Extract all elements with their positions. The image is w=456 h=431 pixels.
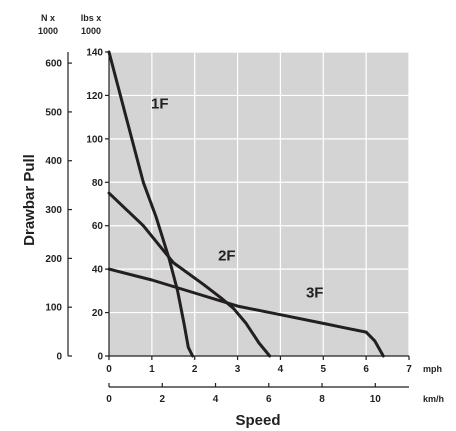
n-tick-label: 400	[45, 156, 62, 167]
lbs-tick-label: 20	[92, 308, 104, 319]
n-tick-label: 100	[45, 303, 62, 314]
mph-tick-label: 3	[235, 364, 241, 375]
mph-unit-label: mph	[423, 364, 442, 374]
n-tick-label: 600	[45, 59, 62, 70]
mph-tick-label: 6	[363, 364, 369, 375]
kmh-tick-label: 8	[319, 394, 325, 405]
mph-tick-label: 2	[192, 364, 198, 375]
lbs-tick-label: 120	[86, 91, 103, 102]
kmh-tick-label: 0	[106, 394, 112, 405]
lbs-tick-label: 40	[92, 265, 104, 276]
n-axis-header-line1: N x	[41, 13, 55, 23]
curves: 1F 2F 3F	[107, 50, 385, 358]
n-tick-label: 300	[45, 205, 62, 216]
mph-tick-label: 5	[321, 364, 327, 375]
kmh-tick-label: 4	[213, 394, 219, 405]
n-tick-label: 500	[45, 107, 62, 118]
lbs-axis-header-line1: lbs x	[81, 13, 102, 23]
mph-tick-label: 0	[106, 364, 112, 375]
lbs-tick-label: 80	[92, 178, 104, 189]
gridlines	[109, 51, 410, 356]
lbs-axis-header-line2: 1000	[81, 26, 101, 36]
kmh-unit-label: km/h	[423, 394, 444, 404]
lbs-tick-label: 0	[97, 352, 103, 363]
kmh-tick-label: 10	[370, 394, 382, 405]
curve-3f	[107, 267, 385, 358]
curve-label-3f: 3F	[306, 284, 324, 301]
n-axis-header-line2: 1000	[38, 26, 58, 36]
lbs-tick-label: 140	[86, 48, 103, 59]
kmh-tick-label: 2	[159, 394, 165, 405]
plot-area	[109, 52, 409, 356]
y-axis-title: Drawbar Pull	[21, 154, 38, 246]
curve-2f	[107, 191, 272, 358]
mph-tick-label: 4	[278, 364, 284, 375]
n-tick-label: 200	[45, 254, 62, 265]
mph-tick-label: 7	[406, 364, 412, 375]
lbs-tick-label: 100	[86, 134, 103, 145]
kmh-tick-label: 6	[266, 394, 272, 405]
lbs-tick-label: 60	[92, 221, 104, 232]
curve-label-2f: 2F	[218, 247, 236, 264]
mph-tick-label: 1	[149, 364, 155, 375]
curve-label-1f: 1F	[151, 95, 169, 112]
x-axis-title: Speed	[235, 412, 280, 429]
n-tick-label: 0	[56, 352, 62, 363]
